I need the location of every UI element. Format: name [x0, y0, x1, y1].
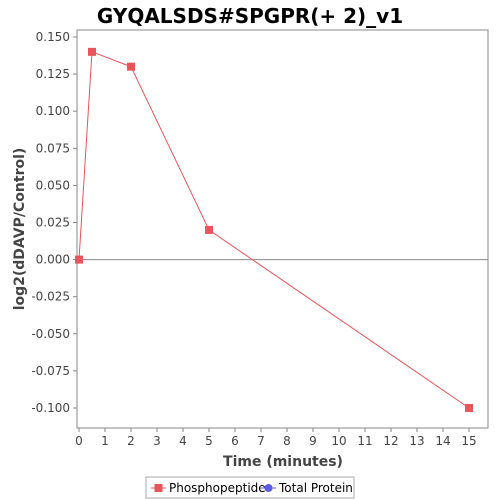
legend-label: Total Protein	[278, 481, 353, 495]
x-axis: 0 1 2 3 4 5 6 7 8 9 10 11 12 13 14 15	[75, 428, 477, 448]
data-point	[205, 225, 213, 234]
x-tick-label: 8	[283, 434, 291, 448]
x-tick-label: 10	[331, 434, 346, 448]
y-tick-label: 0.125	[36, 67, 70, 81]
x-tick-label: 1	[101, 434, 109, 448]
y-tick-label: -0.075	[31, 364, 70, 378]
x-axis-label: Time (minutes)	[223, 454, 343, 470]
chart-title: GYQALSDS#SPGPR(+ 2)_v1	[97, 4, 403, 28]
x-tick-label: 7	[257, 434, 265, 448]
x-tick-label: 3	[153, 434, 161, 448]
legend: Phosphopeptide Total Protein	[145, 476, 355, 499]
y-tick-label: 0.000	[36, 253, 70, 267]
x-tick-label: 4	[179, 434, 187, 448]
x-tick-label: 14	[435, 434, 450, 448]
plot-area	[76, 29, 489, 429]
data-point	[75, 255, 83, 264]
data-point	[127, 62, 135, 71]
x-tick-label: 12	[383, 434, 398, 448]
series-line	[78, 51, 470, 409]
x-tick-label: 6	[231, 434, 239, 448]
legend-box	[145, 476, 355, 499]
y-tick-label: 0.050	[36, 178, 70, 192]
x-tick-label: 2	[127, 434, 135, 448]
y-tick-label: 0.075	[36, 141, 70, 155]
legend-label: Phosphopeptide	[169, 481, 266, 495]
data-point	[465, 404, 473, 412]
y-tick-label: 0.025	[36, 216, 70, 230]
legend-square-marker-icon	[154, 484, 163, 492]
y-tick-label: 0.100	[36, 104, 70, 118]
x-tick-label: 13	[409, 434, 424, 448]
series-layer	[75, 47, 473, 412]
y-axis-label: log2(dDAVP/Control)	[12, 148, 28, 311]
x-tick-label: 9	[309, 434, 317, 448]
x-tick-label: 0	[75, 434, 83, 448]
y-tick-label: -0.025	[31, 290, 70, 304]
y-tick-label: -0.050	[31, 327, 70, 341]
x-tick-label: 5	[205, 434, 213, 448]
x-tick-label: 15	[461, 434, 476, 448]
x-tick-label: 11	[357, 434, 372, 448]
y-tick-label: 0.150	[36, 30, 70, 44]
data-point	[88, 47, 96, 56]
legend-circle-marker-icon	[264, 484, 273, 492]
y-tick-label: -0.100	[31, 401, 70, 415]
y-axis: 0.150 0.125 0.100 0.075 0.050 0.025 0.000 -0.02…	[31, 30, 77, 415]
